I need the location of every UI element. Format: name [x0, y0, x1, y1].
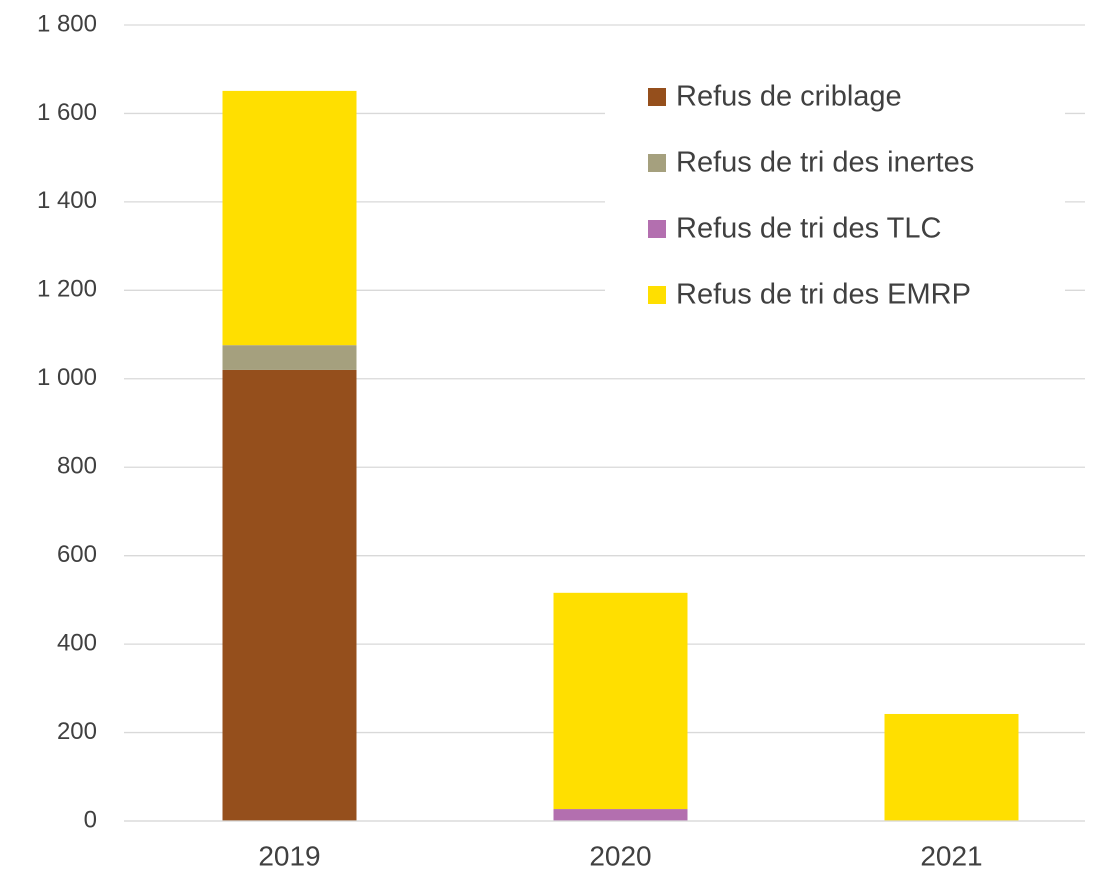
bar-segment — [553, 809, 688, 821]
bar-segment — [222, 90, 357, 346]
x-tick-label: 2020 — [589, 840, 651, 871]
y-tick-label: 800 — [57, 453, 97, 480]
legend-swatch — [648, 286, 666, 304]
y-tick-label: 1 400 — [37, 187, 97, 214]
bar-segment — [553, 592, 688, 810]
y-tick-label: 0 — [84, 806, 97, 833]
y-tick-label: 600 — [57, 541, 97, 568]
legend-swatch — [648, 220, 666, 238]
y-tick-label: 1 800 — [37, 10, 97, 37]
x-tick-label: 2019 — [258, 840, 320, 871]
y-tick-label: 1 000 — [37, 364, 97, 391]
legend-swatch — [648, 88, 666, 106]
y-tick-label: 400 — [57, 629, 97, 656]
legend-label: Refus de tri des EMRP — [676, 279, 971, 311]
legend-label: Refus de tri des TLC — [676, 213, 941, 245]
legend-background — [605, 60, 1065, 330]
bar-segment — [222, 369, 357, 821]
y-tick-label: 1 200 — [37, 276, 97, 303]
x-tick-label: 2021 — [920, 840, 982, 871]
y-tick-label: 1 600 — [37, 99, 97, 126]
bar-segment — [222, 345, 357, 370]
legend-swatch — [648, 154, 666, 172]
y-tick-label: 200 — [57, 718, 97, 745]
legend-label: Refus de tri des inertes — [676, 147, 974, 179]
legend-label: Refus de criblage — [676, 81, 902, 113]
bar-segment — [884, 713, 1019, 821]
